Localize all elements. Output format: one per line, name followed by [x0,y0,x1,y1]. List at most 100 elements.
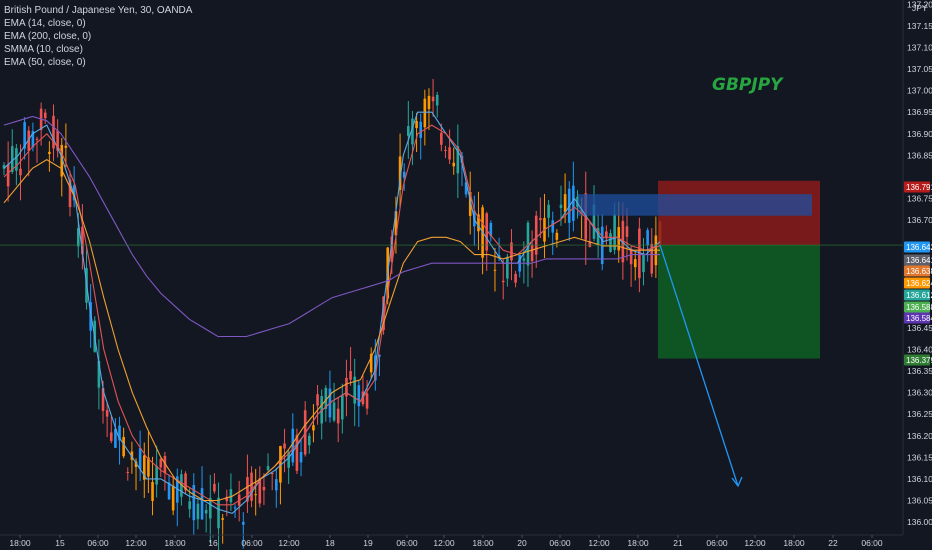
price-tick-label: 136.200 [907,431,932,441]
price-tag: 136.642 [906,243,932,252]
candle-body [43,112,47,119]
price-tick-label: 136.350 [907,366,932,376]
candle-body [526,222,530,266]
time-tick-label: 18:00 [783,538,805,548]
candle-body [312,425,315,431]
candle-body [171,485,175,511]
time-axis: 18:00 15 06:00 12:00 18:00 16 06:00 12:00 18 19 06… [9,535,883,548]
candle-body [15,148,18,171]
candle-body [423,98,427,128]
time-tick-label: 18:00 [9,538,31,548]
candle-body [295,434,299,471]
time-tick-label: 20 [517,538,527,548]
candle-body [332,402,336,421]
candle-body [464,182,468,195]
candle-body [382,296,385,331]
candle-body [411,118,414,145]
candle-body [213,483,216,492]
candle-body [246,477,249,502]
candle-body [23,122,26,149]
time-tick-label: 18 [325,538,335,548]
candle-body [448,147,451,160]
price-tag: 136.379 [906,356,932,365]
candle-body [229,489,233,503]
candle-body [10,146,14,172]
candle-body [250,472,253,501]
candle-body [270,472,274,475]
candle-body [357,385,361,407]
candle-body [258,478,262,504]
candle-body [349,371,352,380]
candle-body [151,482,154,501]
indicator-lines [3,111,661,515]
candle-body [642,255,645,273]
price-tick-label: 137.150 [907,21,932,31]
price-tick-label: 136.250 [907,409,932,419]
indicator-line-2 [3,158,660,502]
candle-body [514,273,517,283]
price-tag-bg [904,241,930,253]
candle-body [336,408,340,424]
price-tag-bg [904,265,930,277]
price-tag-bg [904,181,930,193]
candle-body [431,96,435,102]
candle-body [126,472,130,474]
candle-body [440,132,443,145]
price-tick-label: 137.000 [907,86,932,96]
legend-ema50[interactable]: EMA (50, close, 0) [4,57,86,68]
price-tick-label: 137.200 [907,0,932,9]
candle-body [60,144,64,177]
candle-body [489,222,493,237]
candle-body [638,228,641,279]
legend-smma10[interactable]: SMMA (10, close) [4,44,83,55]
candle-body [563,194,567,213]
price-axis: 137.200 137.150 137.100 137.050 137.000 136.9… [907,0,932,527]
candle-body [320,396,323,424]
time-tick-label: 06:00 [241,538,263,548]
candle-body [555,232,559,240]
price-tick-label: 136.400 [907,344,932,354]
candle-body [365,393,369,409]
price-tick-label: 136.150 [907,452,932,462]
candle-body [435,94,439,106]
candle-body [200,488,204,520]
candle-body [134,461,138,467]
candle-body [188,501,191,510]
price-tag-bg [904,312,930,324]
arrow-shaft [659,244,739,487]
symbol-watermark: GBPJPY [712,75,783,95]
indicator-line-1 [3,124,661,506]
candle-body [76,228,80,247]
candle-body [316,394,319,406]
time-tick-label: 06:00 [396,538,418,548]
candle-body [275,479,278,491]
price-tick-label: 137.100 [907,42,932,52]
instrument-title[interactable]: British Pound / Japanese Yen, 30, OANDA [4,5,193,16]
legend-ema14[interactable]: EMA (14, close, 0) [4,18,86,29]
candle-body [534,215,538,255]
candle-body [506,256,509,279]
candle-body [369,353,373,373]
candle-body [588,241,592,247]
price-tick-label: 136.750 [907,193,932,203]
candle-body [241,521,245,525]
candle-body [266,466,270,470]
candle-body [192,484,196,521]
candle-body [477,214,480,232]
candle-body [19,168,22,176]
candle-body [402,171,406,178]
time-tick-label: 06:00 [706,538,728,548]
time-tick-label: 16 [208,538,218,548]
take-profit-zone [658,245,820,359]
candle-body [262,486,266,491]
candle-body [68,179,72,208]
candle-body [609,233,612,252]
price-tag-bg [904,301,930,313]
price-tag-bg [904,277,930,289]
projection-arrow [659,244,743,488]
candle-body [56,130,59,151]
legend-ema200[interactable]: EMA (200, close, 0) [4,31,92,42]
candle-body [254,494,257,496]
